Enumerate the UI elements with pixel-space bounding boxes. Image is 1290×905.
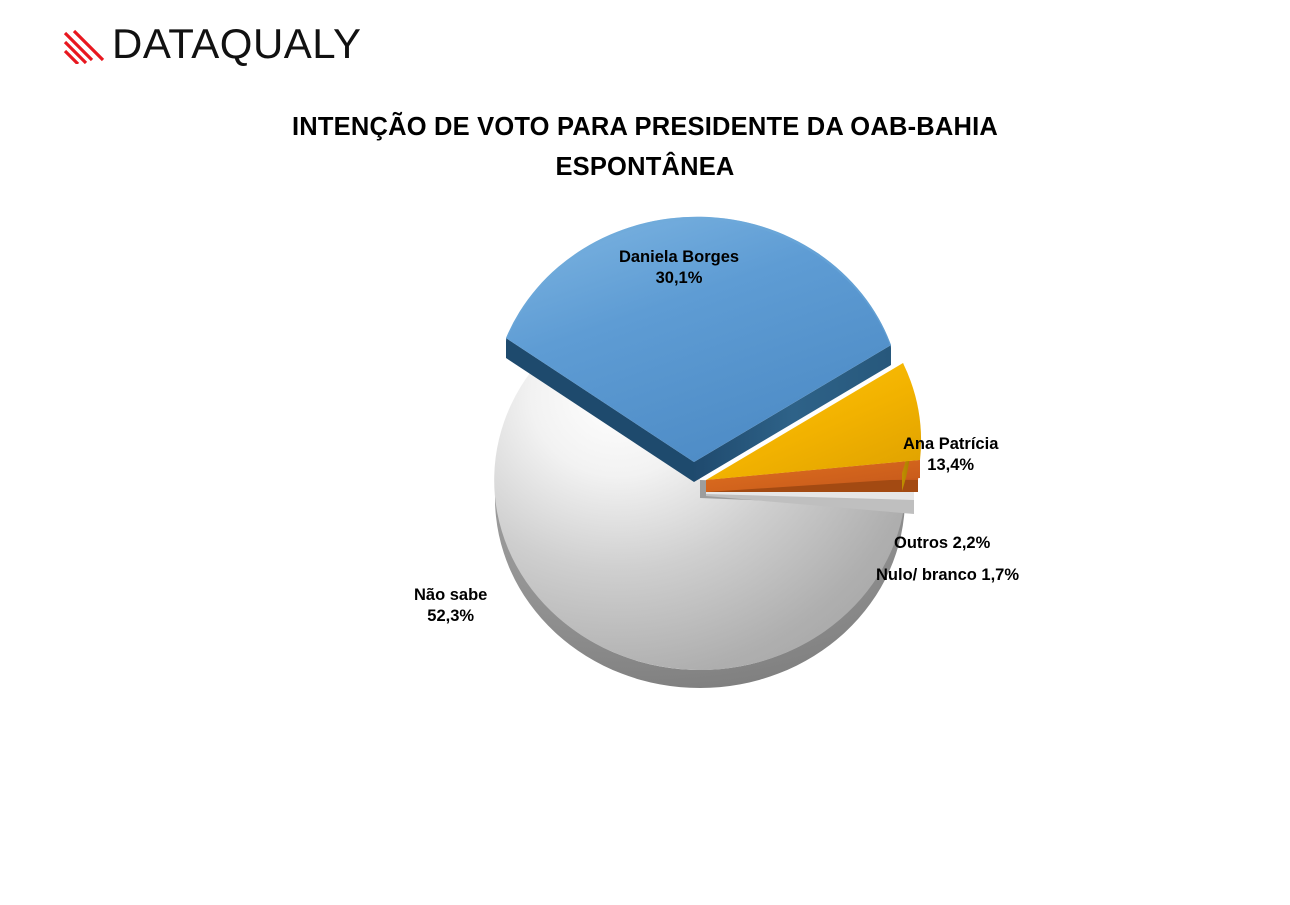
data-label-nulo-branco-text: Nulo/ branco 1,7% xyxy=(876,566,1020,584)
diagonal-stripes-logo-icon xyxy=(63,29,105,64)
pie-slice-ana-patricia xyxy=(706,363,922,491)
data-label-daniela-borges: Daniela Borges 30,1% xyxy=(0,247,1290,289)
data-label-nao-sabe-value: 52,3% xyxy=(427,607,475,625)
data-label-ana-patricia-value: 13,4% xyxy=(927,456,975,474)
data-label-outros-text: Outros 2,2% xyxy=(894,534,991,552)
chart-title-line-2: ESPONTÂNEA xyxy=(555,153,735,181)
data-label-ana-patricia-name: Ana Patrícia xyxy=(903,435,999,453)
data-label-ana-patricia: Ana Patrícia 13,4% xyxy=(903,434,998,476)
data-label-nao-sabe: Não sabe 52,3% xyxy=(414,585,487,627)
brand-wordmark: DATAQUALY xyxy=(112,20,362,67)
data-label-outros: Outros 2,2% xyxy=(894,533,990,554)
brand-logo: DATAQUALY xyxy=(62,16,362,72)
pie-slice-daniela-borges xyxy=(506,216,891,482)
data-label-daniela-borges-name: Daniela Borges xyxy=(618,248,740,266)
data-label-nao-sabe-name: Não sabe xyxy=(414,586,488,604)
chart-title-line-1: INTENÇÃO DE VOTO PARA PRESIDENTE DA OAB-… xyxy=(291,113,999,141)
data-label-daniela-borges-value: 30,1% xyxy=(655,269,703,287)
pie-chart xyxy=(494,216,922,688)
data-label-nulo-branco: Nulo/ branco 1,7% xyxy=(876,565,1019,586)
chart-title: INTENÇÃO DE VOTO PARA PRESIDENTE DA OAB-… xyxy=(0,108,1290,186)
